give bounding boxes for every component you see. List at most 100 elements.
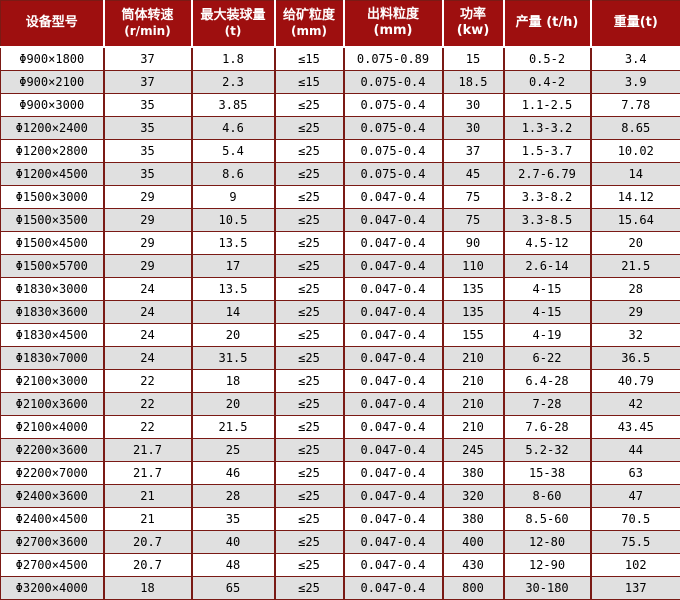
cell: ≤25 xyxy=(273,253,344,278)
cell: 21.5 xyxy=(589,253,680,278)
column-header-label: 最大装球量 xyxy=(200,7,266,23)
cell: 3.85 xyxy=(190,92,275,117)
cell: 0.047-0.4 xyxy=(342,207,443,232)
column-header-7: 重量(t) xyxy=(589,0,680,48)
cell: 18 xyxy=(102,575,192,600)
cell: ≤25 xyxy=(273,92,344,117)
column-header-unit: (r/min) xyxy=(124,23,171,38)
cell: 29 xyxy=(589,299,680,324)
cell: 22 xyxy=(102,391,192,416)
cell: ≤25 xyxy=(273,552,344,577)
cell: 20 xyxy=(190,391,275,416)
cell: 43.45 xyxy=(589,414,680,439)
cell: 110 xyxy=(441,253,504,278)
cell: 0.075-0.4 xyxy=(342,115,443,140)
cell: 31.5 xyxy=(190,345,275,370)
cell: 42 xyxy=(589,391,680,416)
cell: 45 xyxy=(441,161,504,186)
table-row: Φ3200×4000 18 65 ≤25 0.047-0.4 800 30-180 137 xyxy=(0,575,680,600)
model-cell: Φ1830×3000 xyxy=(0,276,104,301)
cell: 37 xyxy=(102,46,192,71)
cell: 35 xyxy=(102,161,192,186)
model-cell: Φ1200×4500 xyxy=(0,161,104,186)
model-cell: Φ2100×3000 xyxy=(0,368,104,393)
table-row: Φ1500×3000 29 9 ≤25 0.047-0.4 75 3.3-8.2 14.12 xyxy=(0,184,680,209)
model-cell: Φ1830×7000 xyxy=(0,345,104,370)
cell: 210 xyxy=(441,345,504,370)
cell: 380 xyxy=(441,506,504,531)
cell: ≤25 xyxy=(273,483,344,508)
table-row: Φ2400×3600 21 28 ≤25 0.047-0.4 320 8-60 47 xyxy=(0,483,680,508)
cell: 135 xyxy=(441,299,504,324)
cell: 0.047-0.4 xyxy=(342,299,443,324)
cell: 0.047-0.4 xyxy=(342,529,443,554)
column-header-label: 设备型号 xyxy=(25,15,78,31)
cell: 37 xyxy=(441,138,504,163)
cell: 0.047-0.4 xyxy=(342,552,443,577)
cell: 320 xyxy=(441,483,504,508)
cell: 20.7 xyxy=(102,552,192,577)
cell: 75.5 xyxy=(589,529,680,554)
cell: ≤25 xyxy=(273,437,344,462)
cell: 30-180 xyxy=(502,575,591,600)
model-cell: Φ2100x3600 xyxy=(0,391,104,416)
cell: 21 xyxy=(102,483,192,508)
cell: 44 xyxy=(589,437,680,462)
model-cell: Φ2400×4500 xyxy=(0,506,104,531)
cell: ≤25 xyxy=(273,184,344,209)
cell: ≤25 xyxy=(273,322,344,347)
cell: 40.79 xyxy=(589,368,680,393)
table-row: Φ1830×3000 24 13.5 ≤25 0.047-0.4 135 4-15 28 xyxy=(0,276,680,301)
model-cell: Φ900×2100 xyxy=(0,69,104,94)
cell: 6.4-28 xyxy=(502,368,591,393)
cell: 0.047-0.4 xyxy=(342,368,443,393)
cell: 15-38 xyxy=(502,460,591,485)
model-cell: Φ3200×4000 xyxy=(0,575,104,600)
cell: 0.075-0.4 xyxy=(342,69,443,94)
cell: ≤25 xyxy=(273,506,344,531)
cell: 0.047-0.4 xyxy=(342,184,443,209)
cell: 35 xyxy=(190,506,275,531)
column-header-label: 重量(t) xyxy=(613,15,658,31)
cell: 0.075-0.89 xyxy=(342,46,443,71)
cell: 28 xyxy=(190,483,275,508)
column-header-2: 最大装球量 (t) xyxy=(190,0,275,48)
cell: 102 xyxy=(589,552,680,577)
cell: 4-15 xyxy=(502,299,591,324)
cell: 155 xyxy=(441,322,504,347)
column-header-4: 出料粒度 (mm) xyxy=(342,0,443,48)
cell: 35 xyxy=(102,115,192,140)
cell: 245 xyxy=(441,437,504,462)
table-row: Φ1500×3500 29 10.5 ≤25 0.047-0.4 75 3.3-8.5 15.… xyxy=(0,207,680,232)
model-cell: Φ900×1800 xyxy=(0,46,104,71)
cell: 210 xyxy=(441,414,504,439)
cell: 3.4 xyxy=(589,46,680,71)
cell: 29 xyxy=(102,253,192,278)
cell: 13.5 xyxy=(190,230,275,255)
cell: 75 xyxy=(441,184,504,209)
cell: 2.6-14 xyxy=(502,253,591,278)
cell: 70.5 xyxy=(589,506,680,531)
cell: 12-90 xyxy=(502,552,591,577)
cell: 2.3 xyxy=(190,69,275,94)
table-row: Φ1830×4500 24 20 ≤25 0.047-0.4 155 4-19 32 xyxy=(0,322,680,347)
cell: 20 xyxy=(190,322,275,347)
cell: 0.047-0.4 xyxy=(342,345,443,370)
cell: ≤25 xyxy=(273,161,344,186)
cell: 3.3-8.2 xyxy=(502,184,591,209)
cell: 17 xyxy=(190,253,275,278)
cell: 35 xyxy=(102,138,192,163)
cell: 20 xyxy=(589,230,680,255)
cell: 20.7 xyxy=(102,529,192,554)
cell: 210 xyxy=(441,391,504,416)
cell: 1.8 xyxy=(190,46,275,71)
model-cell: Φ2100×4000 xyxy=(0,414,104,439)
table-row: Φ1500×4500 29 13.5 ≤25 0.047-0.4 90 4.5-12 20 xyxy=(0,230,680,255)
cell: 0.047-0.4 xyxy=(342,414,443,439)
table-row: Φ900×1800 37 1.8 ≤15 0.075-0.89 15 0.5-2 3.4 xyxy=(0,46,680,71)
table-row: Φ2100×3000 22 18 ≤25 0.047-0.4 210 6.4-28 40.79 xyxy=(0,368,680,393)
cell: ≤25 xyxy=(273,529,344,554)
column-header-label: 给矿粒度 xyxy=(282,7,335,23)
column-header-unit: (mm) xyxy=(291,23,327,38)
model-cell: Φ1830×3600 xyxy=(0,299,104,324)
